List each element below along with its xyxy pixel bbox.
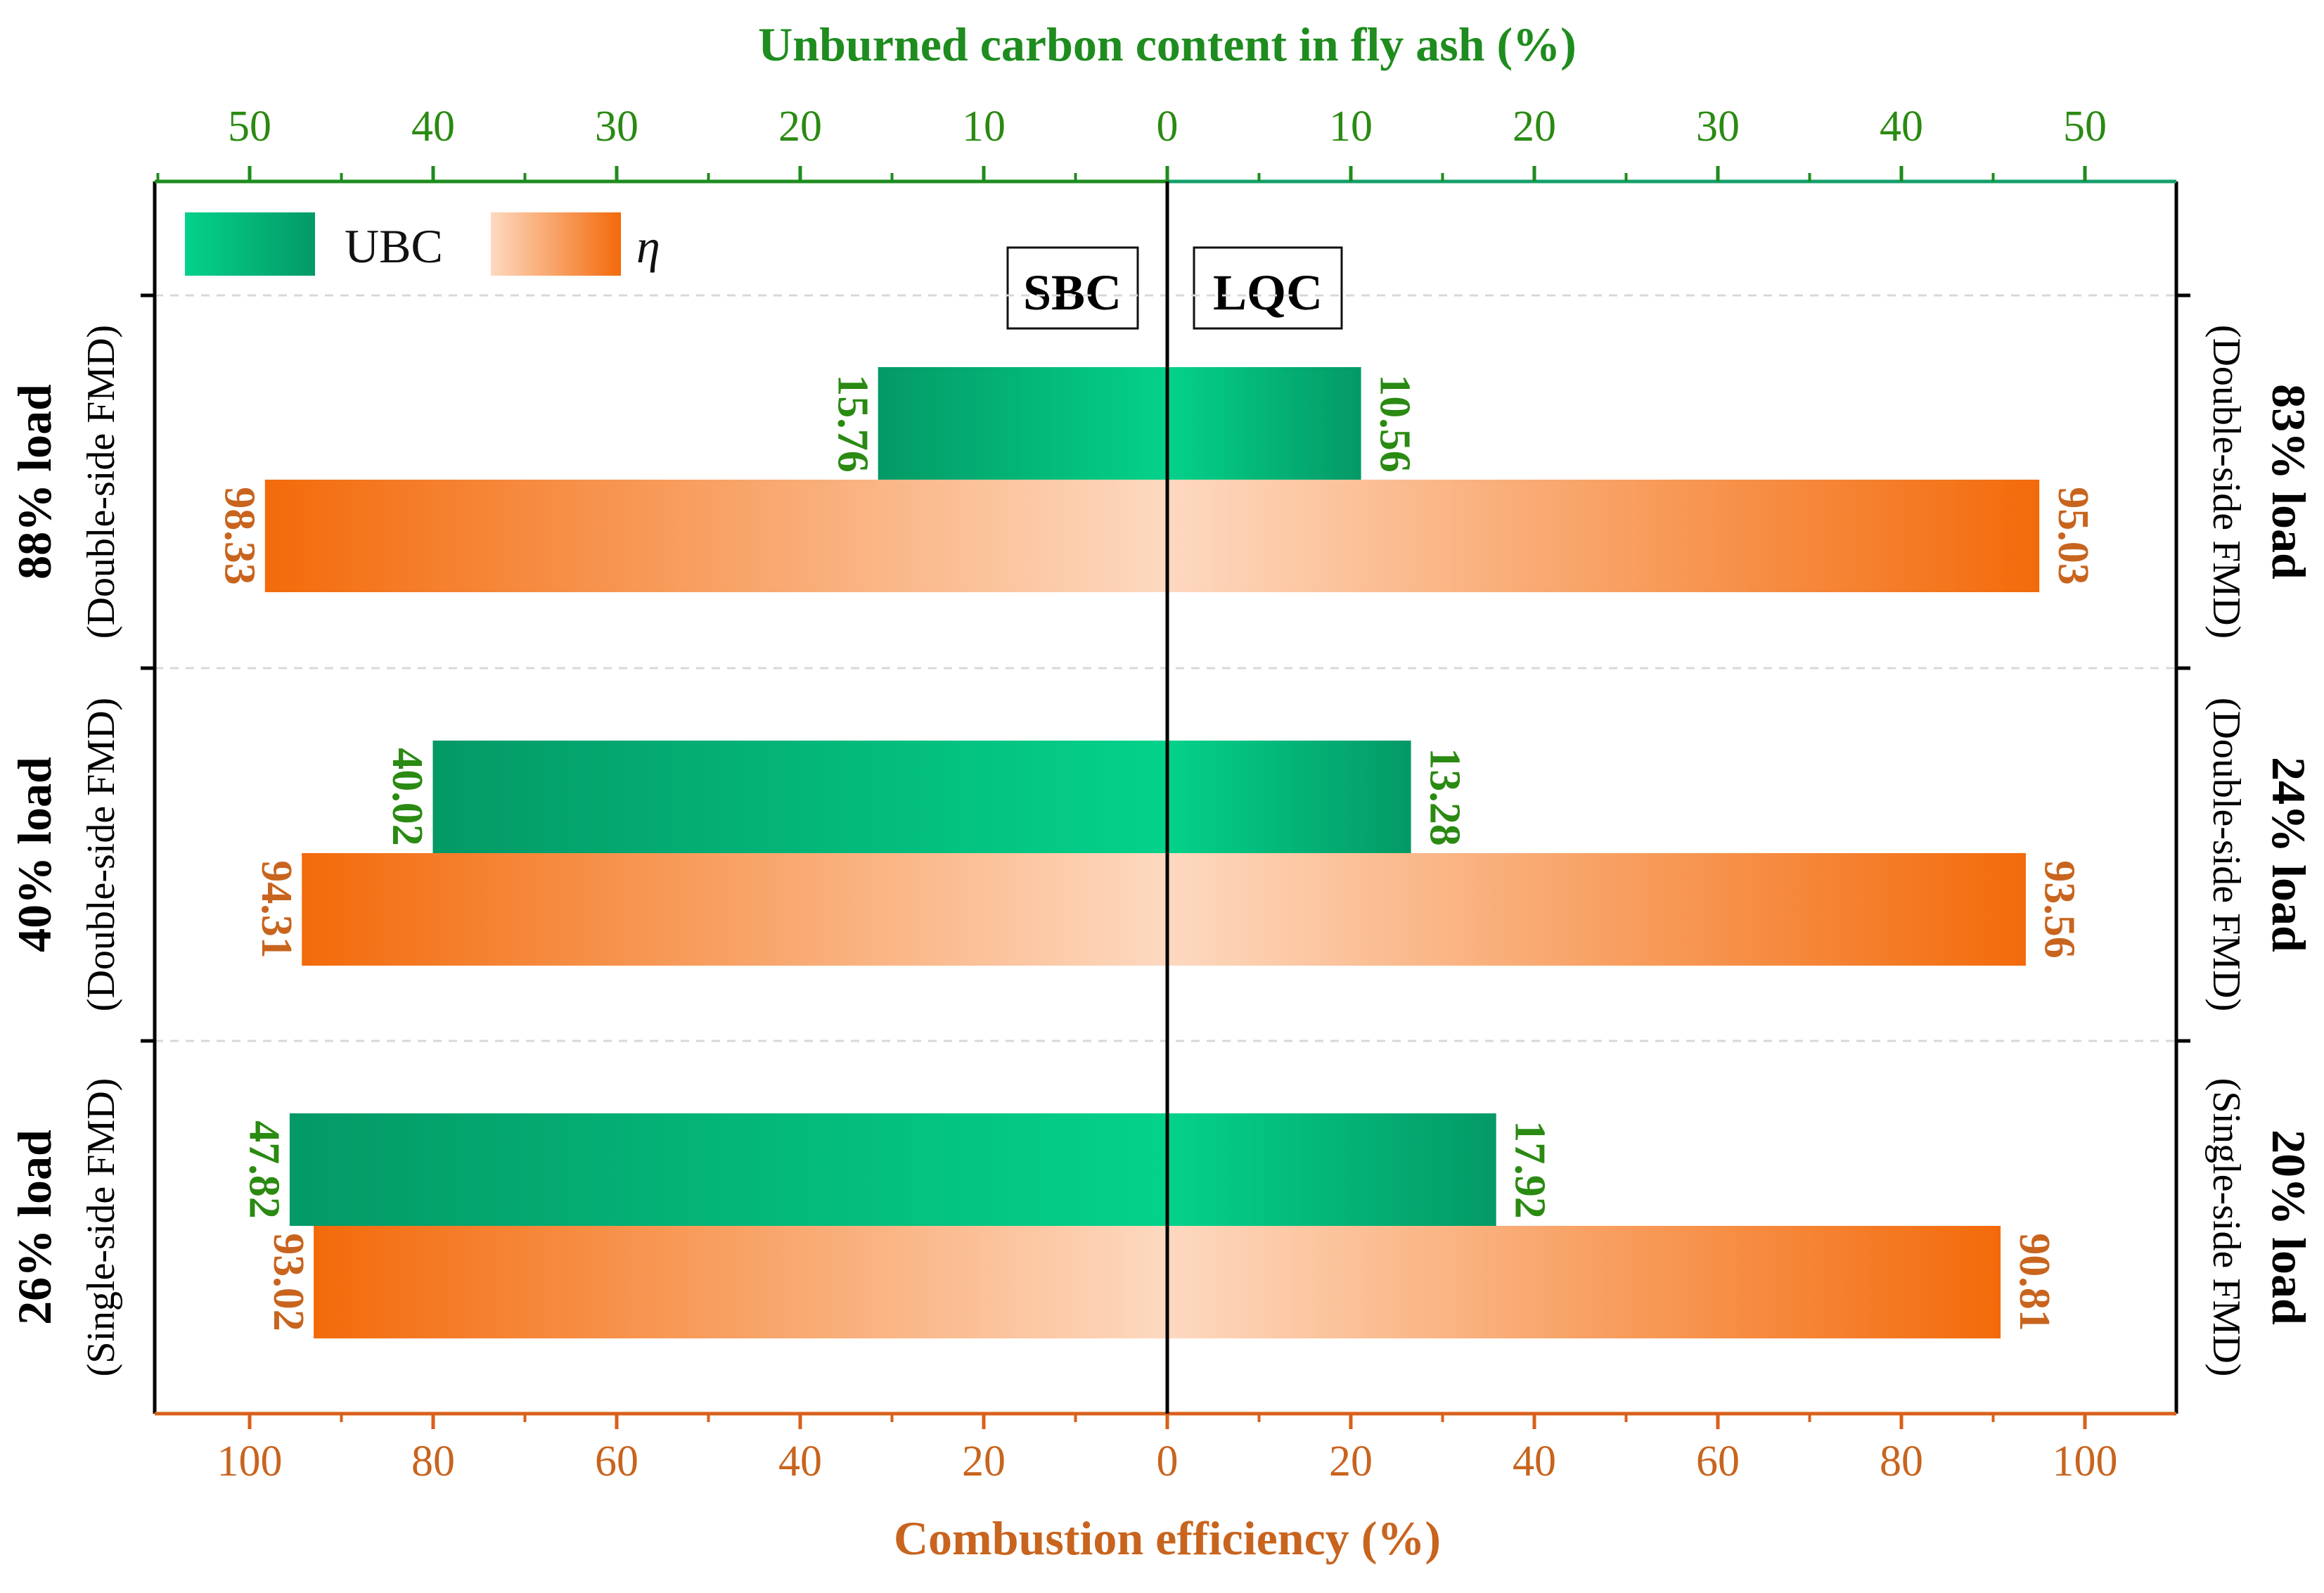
bottom-axis-tick-label: 60: [595, 1438, 638, 1485]
group-label-sbc-load: 40% load: [8, 757, 61, 952]
legend-swatch-ubc: [185, 212, 315, 276]
top-axis-tick-label: 30: [1696, 103, 1740, 151]
group-label-sbc-mode: (Single-side FMD): [79, 1078, 123, 1377]
bar-ubc-sbc: [878, 367, 1167, 480]
value-label-ubc-lqc: 17.92: [1506, 1120, 1553, 1219]
top-axis-tick-label: 30: [595, 103, 638, 151]
value-label-eta-lqc: 90.81: [2010, 1233, 2058, 1331]
bottom-axis-tick-label: 20: [962, 1438, 1006, 1485]
value-label-ubc-sbc: 15.76: [828, 374, 876, 473]
bar-ubc-lqc: [1167, 367, 1361, 480]
group-label-lqc-mode: (Single-side FMD): [2204, 1078, 2248, 1377]
group-label-sbc-load: 88% load: [8, 384, 61, 580]
group-label-sbc-load: 26% load: [8, 1130, 61, 1325]
bar-eta-lqc: [1167, 480, 2040, 592]
boiler-label-left: SBC: [1006, 246, 1139, 330]
group-label-sbc-mode: (Double-side FMD): [79, 698, 123, 1011]
bottom-axis-tick-label: 80: [1880, 1438, 1923, 1485]
legend-label-eta: η: [636, 219, 660, 273]
group-label-lqc-mode: (Double-side FMD): [2204, 698, 2248, 1011]
boiler-label-right: LQC: [1193, 246, 1343, 330]
boiler-label-lqc: LQC: [1213, 264, 1323, 321]
group-label-lqc-load: 24% load: [2262, 757, 2316, 952]
bar-ubc-sbc: [289, 1113, 1168, 1226]
value-label-ubc-lqc: 10.56: [1370, 374, 1418, 473]
top-axis-tick-label: 0: [1157, 103, 1179, 151]
value-label-eta-lqc: 93.56: [2036, 860, 2084, 959]
group-label-lqc-load: 83% load: [2262, 384, 2316, 580]
value-label-ubc-lqc: 13.28: [1420, 748, 1468, 846]
value-label-eta-sbc: 93.02: [264, 1233, 312, 1331]
value-label-ubc-sbc: 47.82: [240, 1120, 288, 1219]
legend-label-ubc: UBC: [345, 219, 443, 273]
bottom-axis-tick-label: 100: [217, 1438, 283, 1485]
legend: UBC η: [185, 212, 660, 276]
value-label-eta-sbc: 94.31: [252, 860, 300, 959]
group-label-sbc-mode: (Double-side FMD): [79, 325, 123, 639]
bottom-axis-tick-label: 0: [1157, 1438, 1179, 1485]
bar-eta-sbc: [314, 1226, 1167, 1338]
bar-eta-lqc: [1167, 1226, 2001, 1338]
bar-eta-lqc: [1167, 853, 2026, 966]
top-axis-tick-label: 20: [778, 103, 822, 151]
bar-ubc-lqc: [1167, 741, 1411, 853]
bar-eta-sbc: [264, 480, 1168, 592]
bar-ubc-lqc: [1167, 1113, 1496, 1226]
bottom-axis-tick-label: 40: [778, 1438, 822, 1485]
bottom-axis-tick-label: 80: [411, 1438, 455, 1485]
top-axis-title: Unburned carbon content in fly ash (%): [758, 18, 1577, 71]
group-label-lqc-load: 20% load: [2262, 1130, 2316, 1325]
boiler-label-sbc: SBC: [1023, 264, 1122, 321]
top-axis-tick-label: 50: [228, 103, 271, 151]
top-axis-tick-label: 10: [962, 103, 1006, 151]
bottom-axis-tick-label: 60: [1696, 1438, 1740, 1485]
value-label-ubc-sbc: 40.02: [383, 748, 431, 846]
group-label-lqc-mode: (Double-side FMD): [2204, 325, 2248, 639]
label-layer: 15.76 10.56 98.33 95.03 88% load (Double-side…: [8, 325, 2316, 1377]
frame-layer: [153, 179, 2178, 1416]
top-axis-tick-label: 10: [1329, 103, 1373, 151]
value-label-eta-sbc: 98.33: [216, 487, 264, 585]
legend-swatch-eta: [491, 212, 621, 276]
bar-layer: [264, 367, 2040, 1338]
bottom-axis-tick-label: 20: [1329, 1438, 1373, 1485]
bar-ubc-sbc: [432, 741, 1167, 853]
bottom-axis-tick-label: 100: [2053, 1438, 2118, 1485]
top-axis-tick-label: 20: [1513, 103, 1556, 151]
value-label-eta-lqc: 95.03: [2049, 487, 2097, 585]
top-axis-tick-label: 40: [1880, 103, 1923, 151]
top-axis-tick-label: 40: [411, 103, 455, 151]
bar-eta-sbc: [302, 853, 1167, 966]
bottom-axis-tick-label: 40: [1513, 1438, 1556, 1485]
bottom-axis-title: Combustion efficiency (%): [894, 1511, 1441, 1565]
top-axis-tick-label: 50: [2063, 103, 2107, 151]
